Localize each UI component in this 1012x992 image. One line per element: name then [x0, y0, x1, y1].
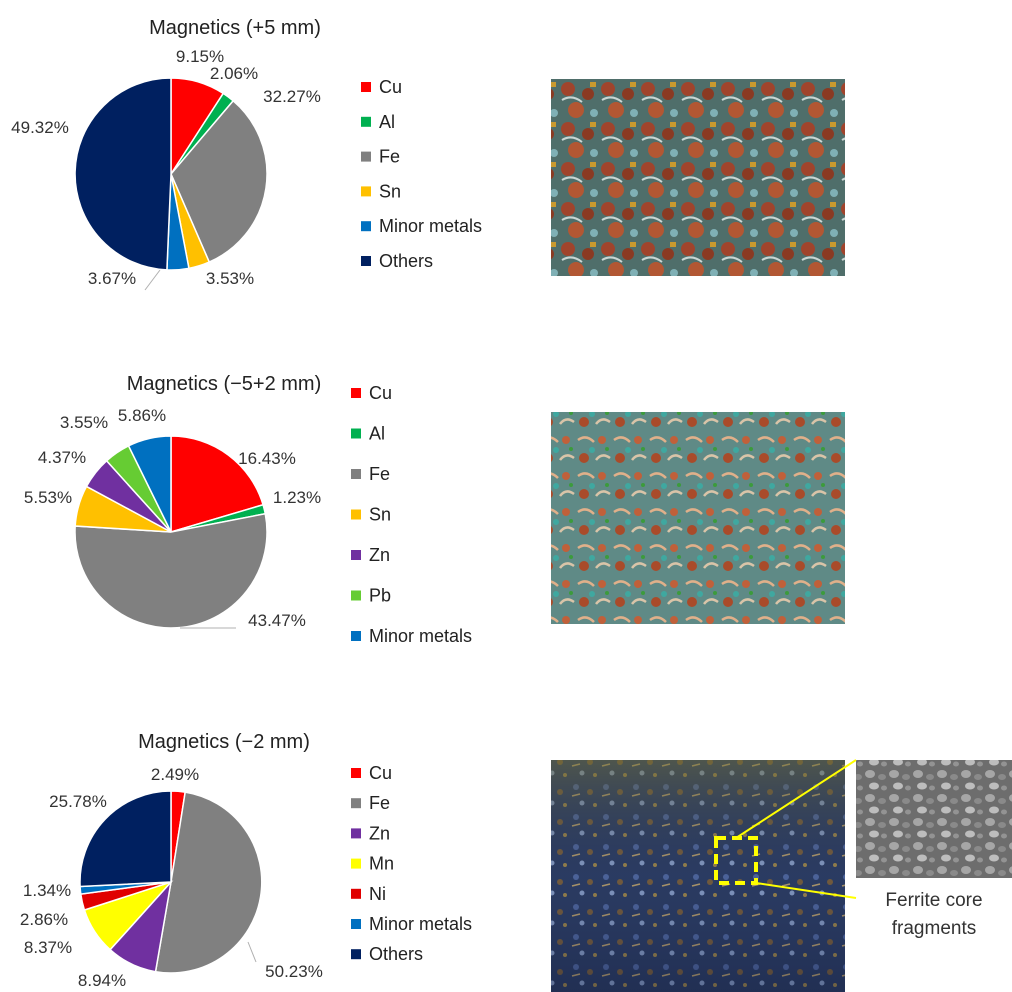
callout-label: Ferrite core — [885, 890, 982, 911]
pie-slice-others — [74, 77, 172, 271]
legend: Cu Al Fe Sn Minor metals Others — [361, 77, 482, 271]
legend-swatch — [351, 388, 361, 398]
legend-swatch — [351, 858, 361, 869]
data-label: 5.86% — [118, 406, 166, 425]
legend: Cu Fe Zn Mn Ni Minor metals Others — [351, 763, 472, 964]
callout-line — [735, 759, 857, 839]
leader-line — [144, 269, 161, 291]
pie-chart: 16.43% 1.23% 43.47% 5.53% 4.37% 3.55% 5.86% — [24, 406, 321, 630]
data-label: 3.67% — [88, 269, 136, 288]
legend-swatch — [351, 888, 361, 899]
sample-photo — [551, 79, 845, 276]
pie-chart: 2.49% 50.23% 8.94% 8.37% 2.86% 1.34% 25.78% — [20, 765, 323, 990]
legend-label: Zn — [369, 545, 390, 565]
legend-swatch — [361, 151, 371, 162]
legend-swatch — [351, 949, 361, 960]
legend-swatch — [351, 798, 361, 809]
legend-label: Sn — [369, 505, 391, 525]
legend-label: Minor metals — [369, 914, 472, 934]
legend-label: Sn — [379, 181, 401, 201]
callout-label: fragments — [892, 918, 976, 939]
sample-photo — [551, 412, 845, 624]
data-label: 25.78% — [49, 792, 107, 811]
chart-title: Magnetics (−2 mm) — [138, 731, 310, 753]
data-label: 49.32% — [11, 118, 69, 137]
panel-minus5-plus2: Magnetics (−5+2 mm) 16.43% 1.23% 43.47% 5.5… — [24, 373, 845, 646]
legend-label: Cu — [369, 383, 392, 403]
legend-label: Minor metals — [379, 216, 482, 236]
data-label: 50.23% — [265, 962, 323, 981]
legend-swatch — [351, 631, 361, 641]
legend: Cu Al Fe Sn Zn Pb Minor metals — [351, 383, 472, 646]
chart-title: Magnetics (+5 mm) — [149, 17, 321, 39]
pie-chart: 9.15%2.06% 32.27% 3.53% 3.67% 49.32% — [11, 47, 321, 291]
chart-title: Magnetics (−5+2 mm) — [127, 373, 322, 395]
legend-swatch — [351, 590, 361, 601]
legend-label: Al — [379, 112, 395, 132]
legend-swatch — [351, 428, 361, 439]
legend-swatch — [351, 469, 361, 479]
data-label: 8.94% — [78, 971, 126, 990]
pie-slice-fe — [74, 512, 268, 629]
data-label: 3.53% — [206, 269, 254, 288]
data-label: 1.23% — [273, 488, 321, 507]
inset-photo — [856, 760, 1012, 878]
panel-plus5: Magnetics (+5 mm) 9.15%2.06% 32.27% 3.53% 3… — [11, 17, 845, 291]
legend-label: Cu — [379, 77, 402, 97]
legend-label: Fe — [369, 464, 390, 484]
legend-label: Zn — [369, 823, 390, 843]
data-label: 5.53% — [24, 488, 72, 507]
legend-swatch — [351, 550, 361, 560]
pie-slice-fe — [154, 791, 263, 974]
data-label: 2.06% — [210, 64, 258, 83]
data-label: 9.15% — [176, 47, 224, 66]
data-label: 4.37% — [38, 448, 86, 467]
legend-swatch — [351, 919, 361, 929]
legend-label: Cu — [369, 763, 392, 783]
pie-slice-cu — [170, 435, 264, 534]
data-label: 2.49% — [151, 765, 199, 784]
legend-label: Pb — [369, 586, 391, 606]
legend-swatch — [361, 82, 371, 92]
panel-minus2: Magnetics (−2 mm) 2.49%50.23%8.94%8.37%2… — [20, 731, 1012, 992]
legend-label: Fe — [369, 793, 390, 813]
legend-swatch — [351, 768, 361, 778]
legend-swatch — [361, 221, 371, 232]
callout-line — [755, 882, 857, 899]
leader-line — [247, 941, 257, 963]
data-label: 8.37% — [24, 938, 72, 957]
legend-label: Ni — [369, 884, 386, 904]
data-label: 3.55% — [60, 413, 108, 432]
legend-swatch — [361, 256, 371, 266]
legend-label: Mn — [369, 854, 394, 874]
data-label: 43.47% — [248, 611, 306, 630]
pie-slice-minor-metals — [127, 435, 172, 533]
data-label: 1.34% — [23, 881, 71, 900]
legend-label: Others — [379, 251, 433, 271]
legend-label: Al — [369, 424, 385, 444]
data-label: 2.86% — [20, 910, 68, 929]
pie-slice-others — [79, 790, 172, 888]
data-label: 16.43% — [238, 449, 296, 468]
legend-swatch — [361, 186, 371, 197]
legend-swatch — [361, 116, 371, 127]
legend-swatch — [351, 509, 361, 520]
legend-swatch — [351, 828, 361, 839]
legend-label: Fe — [379, 147, 400, 167]
data-label: 32.27% — [263, 87, 321, 106]
pie-slice-fe — [170, 99, 268, 264]
legend-label: Minor metals — [369, 626, 472, 646]
legend-label: Others — [369, 944, 423, 964]
